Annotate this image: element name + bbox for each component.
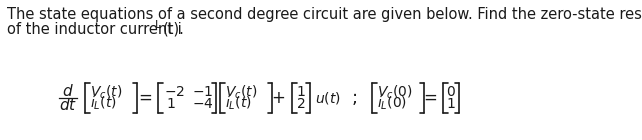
Text: $-1$: $-1$ xyxy=(192,86,213,100)
Text: (t).: (t). xyxy=(163,22,185,37)
Text: $1$: $1$ xyxy=(446,96,456,110)
Text: $1$: $1$ xyxy=(296,86,306,100)
Text: $i_L(t)$: $i_L(t)$ xyxy=(225,95,252,112)
Text: of the inductor current i: of the inductor current i xyxy=(7,22,182,37)
Text: $V_c(t)$: $V_c(t)$ xyxy=(90,84,122,101)
Text: $1$: $1$ xyxy=(166,96,176,110)
Text: $2$: $2$ xyxy=(296,96,306,110)
Text: $i_L(t)$: $i_L(t)$ xyxy=(90,95,117,112)
Text: The state equations of a second degree circuit are given below. Find the zero-st: The state equations of a second degree c… xyxy=(7,7,642,22)
Text: ;: ; xyxy=(352,89,358,107)
Text: +: + xyxy=(271,89,285,107)
Text: $dt$: $dt$ xyxy=(59,96,77,113)
Text: $0$: $0$ xyxy=(446,86,456,100)
Text: $V_c(t)$: $V_c(t)$ xyxy=(225,84,257,101)
Text: $-4$: $-4$ xyxy=(192,96,214,110)
Text: =: = xyxy=(423,89,437,107)
Text: $i_L(0)$: $i_L(0)$ xyxy=(377,95,407,112)
Text: $-2$: $-2$ xyxy=(164,86,185,100)
Text: $d$: $d$ xyxy=(62,83,74,100)
Text: $V_c(0)$: $V_c(0)$ xyxy=(377,84,413,101)
Text: L: L xyxy=(155,19,161,30)
Text: =: = xyxy=(138,89,152,107)
Text: $u(t)$: $u(t)$ xyxy=(315,90,341,106)
